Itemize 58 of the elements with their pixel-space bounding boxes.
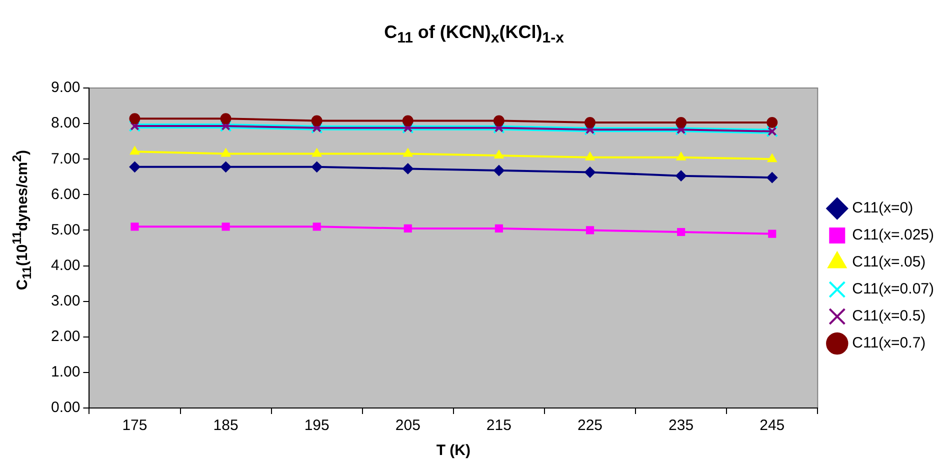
point — [402, 163, 414, 174]
point — [676, 170, 687, 182]
x-tick-label: 215 — [486, 417, 512, 434]
point — [493, 164, 504, 176]
point — [677, 228, 686, 236]
point — [584, 116, 596, 128]
point — [222, 222, 230, 231]
point — [676, 152, 686, 160]
legend-label: C11(x=0.07) — [852, 280, 934, 298]
point — [130, 222, 139, 231]
point — [494, 150, 504, 159]
y-tick-label: 9.00 — [50, 79, 80, 96]
y-tick-label: 7.00 — [50, 150, 80, 168]
y-tick-label: 6.00 — [50, 186, 80, 203]
point — [220, 161, 232, 172]
y-tick-label: 0.00 — [50, 399, 80, 416]
point — [586, 226, 594, 234]
y-tick-label: 8.00 — [50, 114, 80, 132]
point — [403, 148, 413, 157]
y-tick-label: 2.00 — [50, 328, 80, 346]
point — [676, 116, 687, 128]
point — [220, 148, 231, 157]
point — [129, 113, 140, 124]
x-axis-title: T (K) — [436, 442, 471, 460]
y-tick-label: 5.00 — [50, 221, 80, 238]
x-tick-label: 225 — [577, 417, 603, 434]
x-tick-label: 175 — [122, 417, 148, 434]
legend-label: C11(x=0.5) — [852, 308, 926, 325]
point — [130, 146, 140, 155]
chart-title: C$_{11}$ of (KCN)$_{x}$(KCl)$_{1-x}$ — [383, 22, 565, 47]
legend-label: C11(x=0.7) — [852, 334, 926, 352]
legend-label: C11(x=.05) — [852, 254, 926, 271]
x-tick-label: 185 — [213, 417, 238, 434]
y-tick-label: 3.00 — [50, 292, 80, 310]
legend-label: C11(x=0) — [852, 200, 914, 217]
point — [585, 152, 595, 160]
point — [766, 172, 778, 184]
point — [493, 115, 504, 126]
y-tick-label: 4.00 — [50, 256, 80, 274]
point — [767, 154, 777, 162]
x-tick-label: 205 — [395, 417, 420, 434]
point — [220, 113, 232, 124]
y-tick-label: 1.00 — [50, 364, 80, 381]
x-tick-label: 195 — [304, 417, 330, 434]
point — [312, 148, 322, 157]
point — [404, 224, 412, 232]
legend-label: C11(x=.025) — [852, 226, 934, 244]
point — [494, 224, 503, 232]
point — [766, 116, 778, 128]
point — [129, 161, 140, 172]
point — [768, 230, 776, 238]
point — [402, 115, 414, 126]
point — [584, 166, 596, 178]
point — [311, 115, 322, 126]
x-tick-label: 235 — [668, 417, 694, 434]
point — [311, 161, 322, 172]
x-tick-label: 245 — [760, 417, 785, 434]
point — [312, 222, 321, 231]
